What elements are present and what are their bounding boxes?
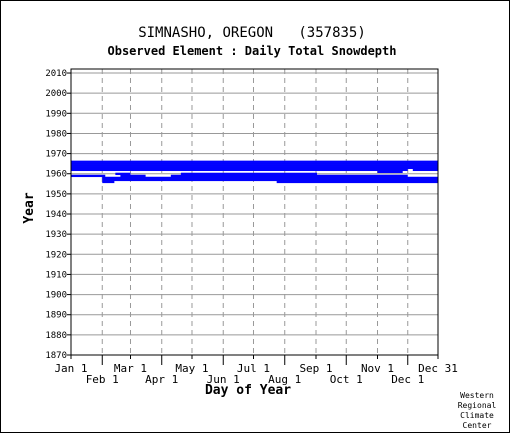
record-segment [377,170,403,174]
x-tick-label: Jan 1 [54,362,87,375]
record-segment [102,176,438,180]
y-tick-label: 1880 [45,331,67,341]
x-tick-label: May 1 [175,362,208,375]
record-segment [71,168,408,172]
plot-border [70,68,439,356]
record-segment [180,172,318,176]
x-tick-label: Sep 1 [299,362,332,375]
y-tick-label: 1940 [45,210,67,220]
y-tick-label: 1900 [45,291,67,301]
record-segment [102,178,438,182]
y-tick-label: 1920 [45,250,67,260]
y-tick-label: 2000 [45,89,67,99]
y-tick-label: 1950 [45,190,67,200]
x-tick-label: Mar 1 [114,362,147,375]
x-axis-ticks: Jan 1 Mar 1 May 1 Jul 1 Sep 1 Nov 1 Dec 31 Feb … [54,355,458,386]
x-tick-label: Feb 1 [86,373,119,386]
x-tick-label: Aug 1 [268,373,301,386]
y-tick-label: 1930 [45,230,67,240]
record-segment [412,168,438,172]
y-tick-label: 1890 [45,311,67,321]
x-tick-label: Jul 1 [237,362,270,375]
chart-subtitle: Observed Element : Daily Total Snowdepth [108,44,397,58]
y-tick-label: 1960 [45,170,67,180]
record-segment [276,180,438,184]
y-tick-label: 1910 [45,270,67,280]
y-axis-ticks: 1870 1880 1890 1900 1910 1920 1930 1940 1950 1960… [45,69,71,361]
record-segment [71,162,438,165]
x-tick-label: Dec 31 [418,362,458,375]
x-tick-label: Oct 1 [330,373,363,386]
record-segment [71,174,106,178]
record-segment [115,172,131,176]
record-segment [102,180,115,184]
x-axis-label: Day of Year [205,383,291,398]
record-segment [71,160,438,163]
x-tick-label: Apr 1 [145,373,178,386]
credit-line: Western [460,391,494,400]
x-tick-label: Dec 1 [391,373,424,386]
credit-line: Regional [458,401,497,410]
record-segment [170,174,408,178]
record-segment [71,166,438,169]
credit-line: Center [463,421,492,430]
y-tick-label: 1970 [45,150,67,160]
y-tick-label: 1870 [45,351,67,361]
y-tick-label: 1980 [45,129,67,139]
data-bars [71,160,438,184]
y-tick-label: 2010 [45,69,67,79]
y-tick-label: 1990 [45,109,67,119]
record-segment [71,164,438,167]
x-tick-label: Nov 1 [361,362,394,375]
y-axis-label: Year [22,192,37,223]
credit-line: Climate [460,411,494,420]
chart-title: SIMNASHO, OREGON (357835) [138,25,366,41]
x-tick-label: Jun 1 [207,373,240,386]
grid-lines [71,69,438,356]
record-segment [120,174,146,178]
